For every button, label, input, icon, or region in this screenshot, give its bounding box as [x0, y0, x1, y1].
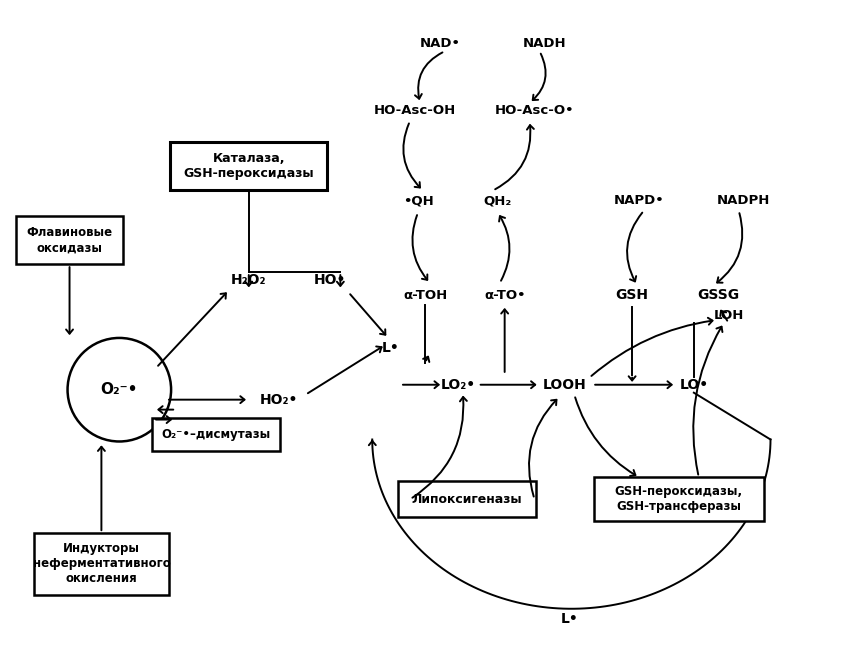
Text: Липоксигеназы: Липоксигеназы: [412, 493, 523, 506]
Text: GSH-пероксидазы,
GSH-трансферазы: GSH-пероксидазы, GSH-трансферазы: [614, 485, 743, 513]
Text: α-TO•: α-TO•: [484, 288, 525, 302]
Text: HO₂•: HO₂•: [260, 393, 298, 406]
Text: HO•: HO•: [314, 273, 346, 287]
Text: HO-Asc-OH: HO-Asc-OH: [374, 104, 456, 117]
FancyBboxPatch shape: [594, 477, 763, 521]
FancyBboxPatch shape: [34, 533, 169, 595]
Text: GSSG: GSSG: [698, 288, 740, 302]
Text: L•: L•: [381, 341, 399, 355]
Text: Флавиновые
оксидазы: Флавиновые оксидазы: [26, 226, 112, 254]
Text: HO-Asc-O•: HO-Asc-O•: [494, 104, 574, 117]
Text: LOH: LOH: [713, 308, 744, 321]
Text: QH₂: QH₂: [483, 194, 511, 207]
Text: NADH: NADH: [523, 37, 566, 50]
Text: •QH: •QH: [403, 194, 433, 207]
Text: L•: L•: [561, 611, 578, 626]
Text: Каталаза,
GSH-пероксидазы: Каталаза, GSH-пероксидазы: [184, 152, 314, 180]
Text: Индукторы
неферментативного
окисления: Индукторы неферментативного окисления: [32, 542, 170, 586]
Text: LOOH: LOOH: [543, 378, 586, 392]
FancyBboxPatch shape: [16, 217, 123, 264]
FancyBboxPatch shape: [170, 142, 328, 190]
Text: α-TOH: α-TOH: [403, 288, 447, 302]
Text: LO₂•: LO₂•: [440, 378, 476, 392]
Text: O₂⁻•: O₂⁻•: [100, 382, 138, 397]
Text: LO•: LO•: [679, 378, 708, 392]
Text: NADPH: NADPH: [717, 194, 770, 207]
FancyBboxPatch shape: [152, 417, 280, 451]
FancyBboxPatch shape: [398, 481, 535, 517]
Text: NAD•: NAD•: [420, 37, 460, 50]
Text: H₂O₂: H₂O₂: [231, 273, 266, 287]
Text: NAPD•: NAPD•: [614, 194, 665, 207]
Text: GSH: GSH: [615, 288, 648, 302]
Circle shape: [67, 338, 171, 441]
Text: O₂⁻•–дисмутазы: O₂⁻•–дисмутазы: [162, 428, 271, 441]
